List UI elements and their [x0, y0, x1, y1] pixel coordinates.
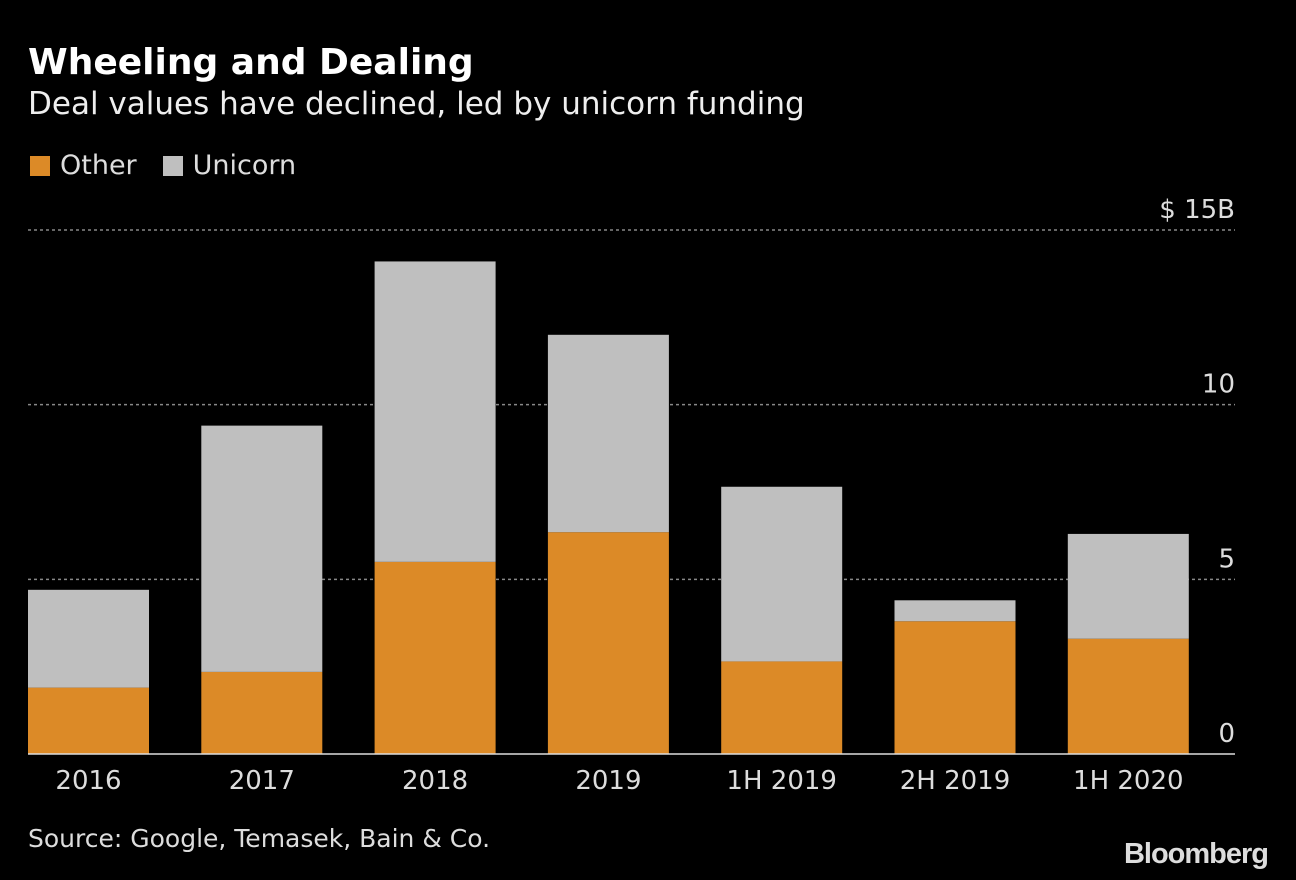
x-tick-label: 2018 [402, 766, 468, 796]
bar-other [374, 561, 496, 754]
x-tick-label: 2016 [55, 766, 121, 796]
bar-other [201, 671, 323, 754]
source-note: Source: Google, Temasek, Bain & Co. [28, 824, 491, 853]
x-tick-label: 1H 2019 [726, 766, 837, 796]
bar-other [28, 687, 149, 754]
legend-label: Other [60, 150, 137, 181]
legend-item-unicorn: Unicorn [162, 150, 297, 181]
bar-unicorn [28, 589, 149, 688]
legend-item-other: Other [30, 150, 137, 181]
bloomberg-logo: Bloomberg [1123, 838, 1269, 870]
chart-subtitle: Deal values have declined, led by unicor… [28, 86, 805, 122]
x-tick-label: 2H 2019 [900, 766, 1011, 796]
bar-other [547, 532, 669, 754]
legend-swatch-other [30, 155, 50, 176]
y-tick-label: 0 [1218, 719, 1235, 749]
chart-title: Wheeling and Dealing [28, 42, 474, 83]
x-tick-label: 1H 2020 [1073, 766, 1184, 796]
legend-swatch-unicorn [162, 155, 183, 176]
x-tick-label: 2019 [575, 766, 641, 796]
bar-unicorn [374, 261, 496, 562]
bar-unicorn [1067, 533, 1189, 639]
bar-other [721, 661, 843, 754]
bar-other [1067, 638, 1189, 754]
y-tick-label: $ 15B [1159, 195, 1235, 225]
legend-label: Unicorn [192, 150, 297, 181]
bar-other [894, 621, 1016, 754]
legend: Other Unicorn [30, 150, 296, 181]
bar-unicorn [201, 425, 323, 672]
bar-unicorn [894, 600, 1016, 622]
bar-unicorn [547, 334, 669, 533]
y-tick-label: 5 [1218, 544, 1235, 574]
y-tick-label: 10 [1202, 370, 1235, 400]
bar-unicorn [721, 486, 843, 662]
x-tick-label: 2017 [229, 766, 295, 796]
